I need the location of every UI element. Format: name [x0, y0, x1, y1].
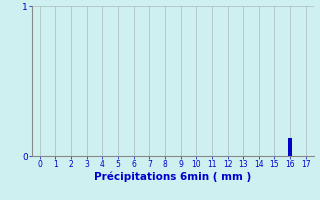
Bar: [288, 138, 292, 156]
X-axis label: Précipitations 6min ( mm ): Précipitations 6min ( mm ): [94, 172, 252, 182]
